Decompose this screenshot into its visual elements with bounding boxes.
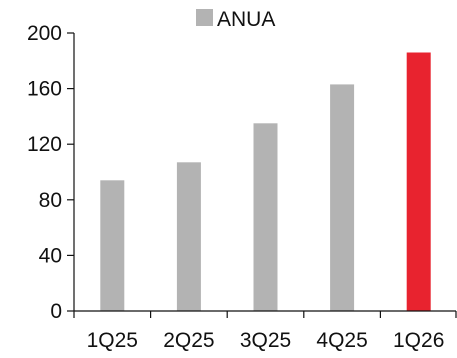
bar-1q25 (100, 180, 125, 311)
y-tick-label: 160 (27, 78, 62, 101)
y-tick-label: 200 (27, 22, 62, 45)
bar-1q26 (406, 52, 431, 311)
y-tick-label: 80 (39, 189, 62, 212)
x-tick-label-1q26: 1Q26 (393, 329, 444, 352)
x-tick-label-4q25: 4Q25 (316, 329, 367, 352)
bars (100, 52, 431, 312)
y-tick-label: 0 (50, 300, 62, 323)
legend-swatch-anua (196, 9, 213, 26)
y-axis: 0 40 80 120 160 200 (27, 22, 75, 323)
x-axis: 1Q25 2Q25 3Q25 4Q25 1Q26 (73, 310, 457, 352)
y-tick-label: 40 (39, 244, 62, 267)
bar-2q25 (176, 162, 201, 311)
bar-3q25 (253, 123, 278, 311)
bar-4q25 (330, 84, 355, 312)
x-tick-label-1q25: 1Q25 (87, 329, 138, 352)
legend-label-anua: ANUA (217, 8, 275, 31)
x-tick-label-3q25: 3Q25 (240, 329, 291, 352)
legend: ANUA (196, 8, 275, 31)
y-tick-label: 120 (27, 133, 62, 156)
x-tick-label-2q25: 2Q25 (163, 329, 214, 352)
